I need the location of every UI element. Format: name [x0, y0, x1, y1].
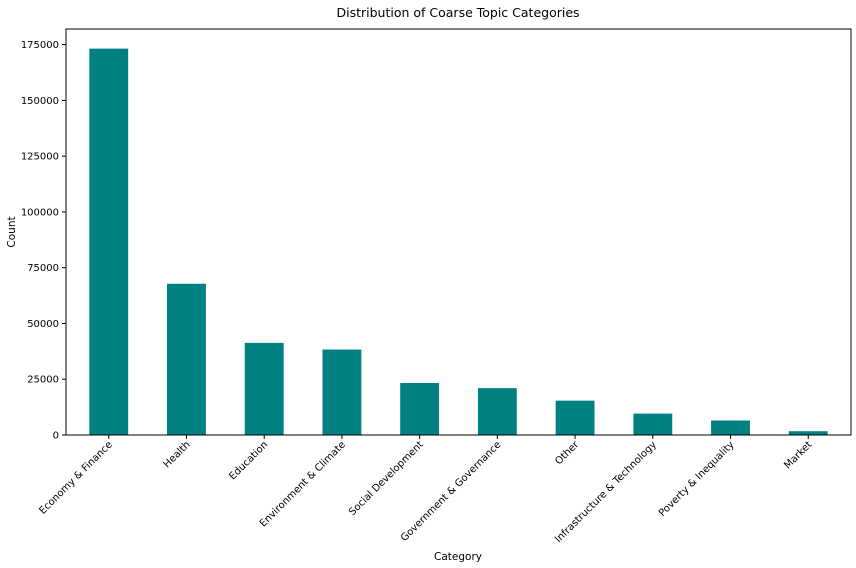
bar-5 — [477, 388, 517, 435]
x-tick-label-1: Health — [162, 439, 193, 470]
y-axis: 0 25000 50000 75000 100000 125000 150000 175000 — [21, 40, 66, 442]
y-tick-label-2: 50000 — [27, 319, 59, 330]
y-tick-label-4: 100000 — [21, 207, 59, 218]
y-tick-label-3: 75000 — [27, 263, 59, 274]
x-tick-label-9: Market — [782, 439, 814, 471]
y-axis-title: Count — [6, 216, 18, 247]
bars-group — [89, 48, 828, 435]
x-axis-title: Category — [434, 551, 482, 563]
plot-frame — [65, 28, 852, 436]
bar-6 — [555, 400, 595, 435]
bar-7 — [633, 413, 673, 435]
bar-9 — [788, 431, 828, 435]
x-tick-label-0: Economy & Finance — [37, 439, 114, 516]
bar-2 — [244, 342, 284, 435]
chart-title: Distribution of Coarse Topic Categories — [336, 5, 579, 20]
x-tick-label-2: Education — [227, 439, 270, 482]
y-tick-label-0: 0 — [53, 431, 59, 442]
x-tick-label-6: Other — [553, 439, 581, 467]
bar-1 — [167, 283, 206, 435]
y-tick-label-7: 175000 — [21, 40, 59, 51]
x-tick-label-4: Social Development — [347, 439, 426, 518]
bar-8 — [711, 420, 750, 435]
bar-4 — [400, 383, 440, 435]
y-tick-label-6: 150000 — [21, 96, 59, 107]
y-tick-label-5: 125000 — [21, 152, 59, 163]
x-axis: Economy & Finance Health EducationEnvironm… — [37, 435, 814, 545]
y-tick-label-1: 25000 — [27, 375, 59, 386]
x-tick-label-8: Poverty & Inequality — [657, 439, 737, 519]
bar-0 — [89, 48, 129, 435]
bar-3 — [322, 349, 362, 435]
x-tick-label-3: Environment & Climate — [258, 439, 348, 529]
